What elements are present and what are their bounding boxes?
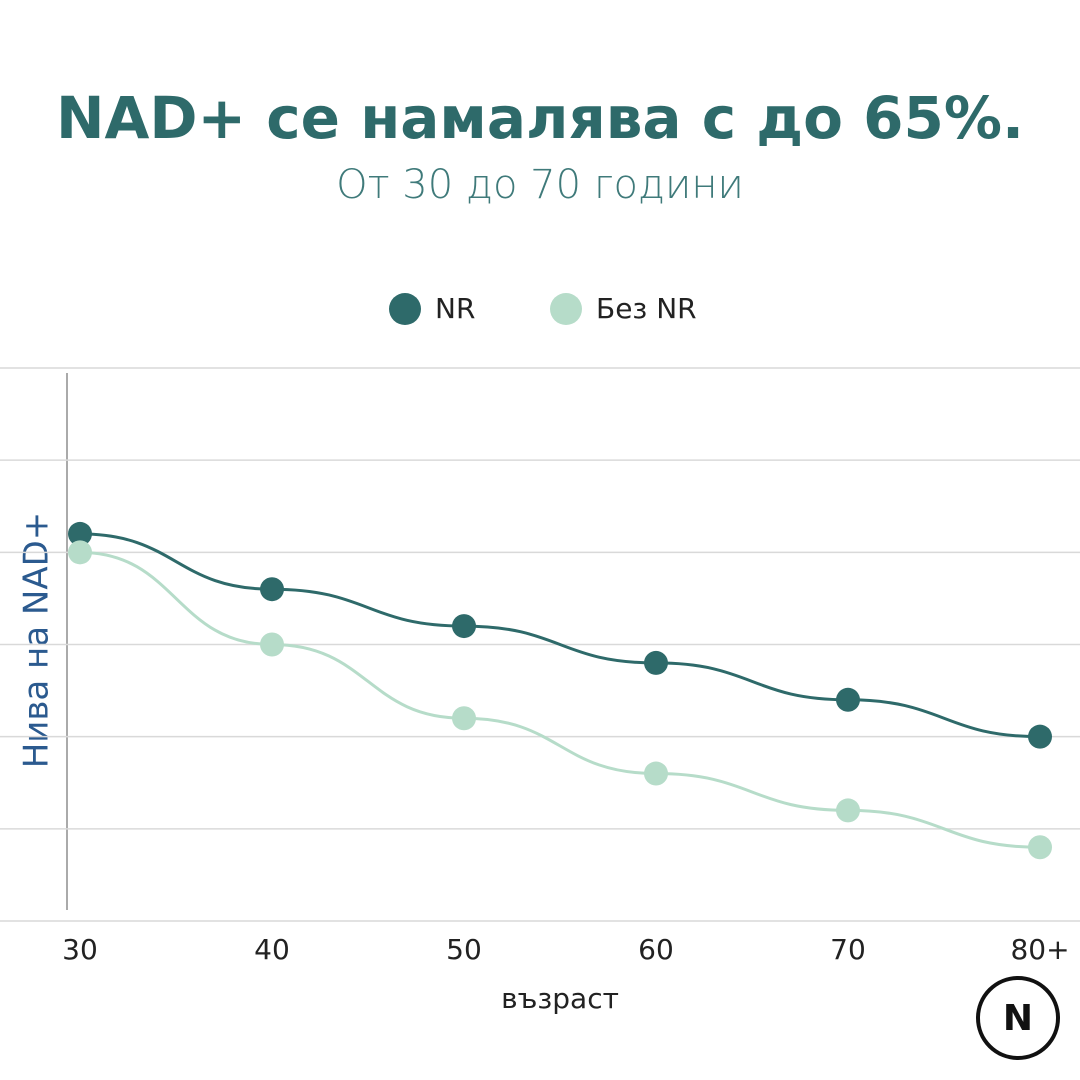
data-point [260,577,284,602]
chart-subtitle: От 30 до 70 години [336,162,744,208]
data-point [1028,724,1052,749]
data-point [644,650,668,675]
logo-text: N [1003,998,1033,1039]
y-axis-label: Нива на NAD+ [17,512,57,769]
x-tick-label: 70 [830,933,866,966]
data-point [452,706,476,731]
data-point [836,687,860,712]
legend-label: Без NR [596,292,697,325]
x-tick-label: 40 [254,933,290,966]
data-point [836,798,860,823]
legend-swatch [389,293,421,325]
logo [976,976,1060,1060]
chart-title: NAD+ се намалява с до 65%. [56,84,1024,152]
x-tick-label: 30 [62,933,98,966]
legend-label: NR [435,292,475,325]
data-point [68,540,92,565]
series-line [79,532,1041,739]
legend-swatch [550,293,582,325]
x-tick-label: 80+ [1010,933,1069,966]
data-point [1028,835,1052,860]
data-point [68,521,92,546]
data-point [260,632,284,657]
data-point [452,614,476,639]
series-line [79,550,1041,849]
data-point [644,761,668,786]
x-tick-label: 60 [638,933,674,966]
x-tick-label: 50 [446,933,482,966]
x-axis-label: възраст [501,982,619,1015]
